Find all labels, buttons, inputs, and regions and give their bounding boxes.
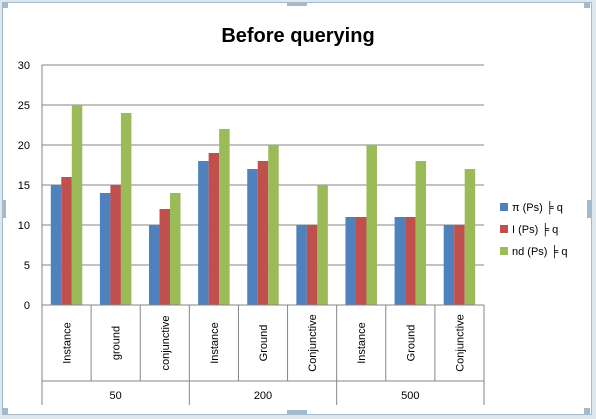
legend-swatch: [500, 203, 508, 211]
legend-swatch: [500, 225, 508, 233]
chart-title: Before querying: [221, 25, 374, 47]
y-tick-label: 10: [18, 220, 30, 232]
bar: [405, 217, 416, 305]
bar: [345, 217, 356, 305]
legend-swatch: [500, 247, 508, 255]
resize-handle-bottom[interactable]: [287, 410, 307, 414]
bar: [317, 185, 328, 305]
resize-handle-bottom-left[interactable]: [2, 408, 8, 414]
bar: [415, 161, 427, 305]
x-group-label: 200: [254, 390, 272, 402]
y-tick-label: 30: [18, 60, 30, 72]
y-tick-label: 25: [18, 100, 30, 112]
x-category-label: Conjunctive: [307, 314, 319, 371]
bar: [257, 161, 269, 305]
bar: [366, 145, 377, 305]
bar: [71, 105, 83, 305]
x-category-label: Ground: [258, 325, 270, 362]
bar: [454, 225, 465, 305]
x-category-label: Instance: [356, 322, 368, 364]
bar: [99, 193, 111, 305]
bar: [208, 153, 220, 305]
resize-handle-top[interactable]: [287, 2, 307, 6]
bar: [296, 225, 307, 305]
x-category-label: Ground: [405, 325, 417, 362]
bar: [268, 145, 279, 305]
x-group-label: 50: [110, 390, 122, 402]
bar: [247, 169, 258, 305]
bar: [394, 217, 406, 305]
legend-label: I (Ps) ╞ q: [512, 222, 558, 237]
bar: [149, 225, 160, 305]
x-group-label: 500: [401, 390, 419, 402]
axes: [41, 65, 485, 405]
bar: [443, 225, 455, 305]
x-category-label: ground: [111, 326, 123, 360]
bar: [120, 113, 132, 305]
bar: [159, 209, 171, 305]
bar: [355, 217, 367, 305]
resize-handle-bottom-right[interactable]: [584, 408, 590, 414]
legend-label: nd (Ps) ╞ q: [512, 244, 567, 259]
y-tick-label: 20: [18, 140, 30, 152]
bar: [306, 225, 318, 305]
bar: [110, 185, 121, 305]
bar: [219, 129, 230, 305]
resize-handle-left[interactable]: [2, 200, 6, 218]
x-category-label: conjunctive: [160, 315, 172, 370]
resize-handle-top-left[interactable]: [2, 2, 8, 8]
bar: [61, 177, 72, 305]
bar: [198, 161, 209, 305]
bar: [170, 193, 181, 305]
resize-handle-right[interactable]: [587, 200, 591, 218]
bar: [464, 169, 476, 305]
legend: π (Ps) ╞ q I (Ps) ╞ q nd (Ps) ╞ q: [500, 200, 567, 259]
legend-label: π (Ps) ╞ q: [512, 200, 563, 215]
y-tick-label: 15: [18, 180, 30, 192]
x-category-label: Instance: [62, 322, 74, 364]
resize-handle-top-right[interactable]: [584, 2, 590, 8]
category-labels: Instance ground conjunctive Instance Ground C…: [62, 314, 467, 402]
x-category-label: Instance: [209, 322, 221, 364]
bars: [50, 105, 476, 305]
y-axis-ticks: 0 5 10 15 20 25 30: [18, 60, 30, 312]
x-category-label: Conjunctive: [454, 314, 466, 371]
y-tick-label: 5: [24, 260, 30, 272]
y-tick-label: 0: [24, 300, 30, 312]
bar: [50, 185, 62, 305]
